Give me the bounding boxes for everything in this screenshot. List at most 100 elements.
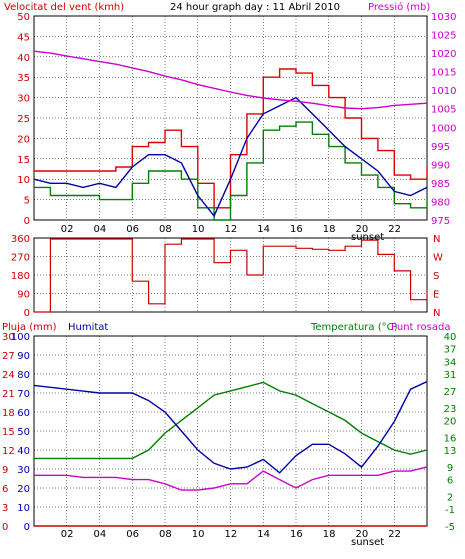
pressure-tick-label: 1005 (431, 105, 456, 116)
temperature-tick-label: 6 (447, 476, 453, 487)
wind-direction-line (34, 238, 428, 313)
rain-tick-label: 18 (2, 408, 15, 419)
temperature-axis-title: Temperatura (°C) (310, 322, 398, 333)
chart-title: 24 hour graph day : 11 Abril 2010 (170, 2, 340, 13)
temperature-tick-label: -1 (445, 505, 455, 516)
pressure-tick-label: 980 (431, 197, 450, 208)
compass-label: W (433, 253, 443, 264)
compass-label: E (433, 290, 439, 301)
x-tick-label: 02 (61, 224, 74, 235)
temperature-tick-label: 9 (447, 463, 453, 474)
wind-tick-label: 5 (24, 196, 30, 207)
humidity-tick-label: 80 (17, 370, 30, 381)
pressure-tick-label: 995 (431, 142, 450, 153)
rain-tick-label: 21 (2, 389, 15, 400)
sunset-label: sunset (351, 232, 384, 243)
temperature-tick-label: 2 (447, 492, 453, 503)
humidity-axis-title: Humitat (68, 322, 108, 333)
temperature-tick-label: 13 (444, 446, 457, 457)
temperature-tick-label: 40 (444, 332, 457, 343)
dew-point-line (34, 466, 428, 491)
humidity-tick-label: 60 (17, 408, 30, 419)
x-tick-label: 20 (356, 529, 369, 540)
x-tick-label: 14 (257, 224, 270, 235)
direction-tick-label: 360 (11, 234, 30, 245)
direction-tick-label: 90 (17, 290, 30, 301)
x-tick-label: 02 (61, 529, 74, 540)
temperature-line (34, 381, 428, 460)
x-tick-label: 16 (290, 529, 303, 540)
temperature-tick-label: -5 (445, 522, 455, 533)
wind-tick-label: 35 (17, 73, 30, 84)
rain-humidity-temperature-series (33, 380, 428, 527)
wind-pressure-series (33, 50, 428, 221)
wind-tick-label: 20 (17, 134, 30, 145)
pressure-tick-label: 985 (431, 179, 450, 190)
wind-tick-label: 40 (17, 53, 30, 64)
temperature-tick-label: 31 (444, 370, 457, 381)
humidity-tick-label: 90 (17, 351, 30, 362)
rain-tick-label: 24 (2, 370, 15, 381)
humidity-tick-label: 70 (17, 389, 30, 400)
wind-speed-line (34, 121, 428, 221)
humidity-tick-label: 10 (17, 503, 30, 514)
wind-tick-label: 45 (17, 32, 30, 43)
rain-tick-label: 27 (2, 351, 15, 362)
humidity-tick-label: 0 (24, 522, 30, 533)
x-tick-label: 04 (94, 529, 107, 540)
temperature-tick-label: 34 (444, 357, 457, 368)
x-tick-label: 10 (192, 529, 205, 540)
humidity-tick-label: 40 (17, 446, 30, 457)
temperature-tick-label: 20 (444, 416, 457, 427)
humidity-tick-label: 50 (17, 427, 30, 438)
rain-tick-label: 12 (2, 446, 15, 457)
pressure-tick-label: 1000 (431, 123, 456, 134)
x-tick-label: 16 (290, 224, 303, 235)
x-tick-label: 18 (323, 224, 336, 235)
x-tick-label: 08 (159, 224, 172, 235)
humidity-tick-label: 30 (17, 465, 30, 476)
x-tick-label: 04 (94, 224, 107, 235)
temperature-tick-label: 16 (444, 433, 457, 444)
rain-tick-label: 9 (2, 465, 8, 476)
rain-tick-label: 6 (2, 484, 8, 495)
wind-tick-label: 10 (17, 175, 30, 186)
x-tick-label: 12 (225, 224, 238, 235)
wind-tick-label: 50 (17, 12, 30, 23)
pressure-tick-label: 975 (431, 216, 450, 227)
wind-average-line (33, 96, 428, 218)
pressure-tick-label: 1015 (431, 68, 456, 79)
x-tick-label: 08 (159, 529, 172, 540)
x-tick-label: 10 (192, 224, 205, 235)
compass-label: N (433, 234, 440, 245)
rain-tick-label: 30 (2, 332, 15, 343)
pressure-tick-label: 1030 (431, 12, 456, 23)
dew-point-axis-title: Punt rosada (391, 322, 450, 333)
bottom-panel-frame (33, 335, 428, 527)
compass-label: N (433, 308, 440, 319)
direction-tick-label: 0 (24, 308, 30, 319)
pressure-tick-label: 1025 (431, 31, 456, 42)
x-tick-label: 06 (126, 224, 139, 235)
wind-tick-label: 15 (17, 155, 30, 166)
x-tick-label: 20 (356, 224, 369, 235)
x-tick-label: 12 (225, 529, 238, 540)
direction-tick-label: 180 (11, 271, 30, 282)
humidity-tick-label: 100 (11, 332, 30, 343)
x-tick-label: 06 (126, 529, 139, 540)
temperature-tick-label: 27 (444, 387, 457, 398)
x-tick-label: 22 (388, 529, 401, 540)
pressure-tick-label: 990 (431, 160, 450, 171)
rain-tick-label: 15 (2, 427, 15, 438)
pressure-tick-label: 1010 (431, 86, 456, 97)
sunset-label: sunset (351, 537, 384, 548)
wind-tick-label: 0 (24, 216, 30, 227)
axis-labels: 0202040406060808101012121414161618182020… (2, 12, 456, 548)
wind-tick-label: 25 (17, 114, 30, 125)
wind-axis-title: Velocitat del vent (kmh) (4, 2, 124, 13)
temperature-tick-label: 23 (444, 404, 457, 415)
compass-label: S (433, 271, 439, 282)
wind-tick-label: 30 (17, 94, 30, 105)
x-tick-label: 22 (388, 224, 401, 235)
